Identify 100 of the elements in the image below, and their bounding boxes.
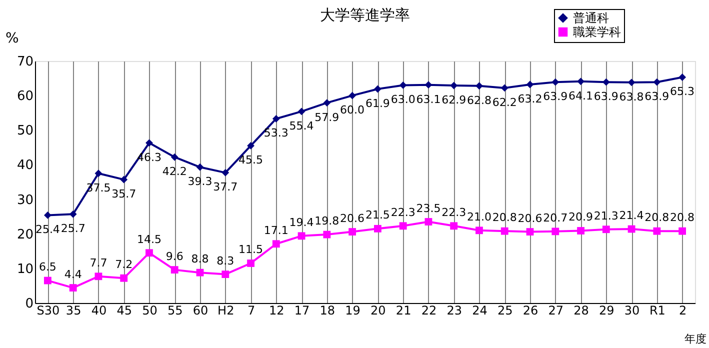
- point: [450, 82, 458, 90]
- data-label: 7.2: [115, 258, 133, 272]
- data-label: 62.9: [442, 94, 466, 107]
- data-label: 20.6: [340, 212, 365, 225]
- legend-label: 普通科: [573, 11, 609, 25]
- data-label: 55.4: [289, 119, 314, 132]
- y-axis-title: %: [6, 30, 19, 46]
- x-tick-label: 22: [421, 304, 437, 318]
- point: [374, 85, 382, 93]
- point: [247, 142, 254, 150]
- point: [247, 260, 254, 267]
- data-label: 20.8: [644, 211, 670, 224]
- data-label: 53.3: [264, 126, 288, 140]
- point: [69, 284, 77, 292]
- x-tick-label: 26: [522, 304, 538, 318]
- data-label: 63.1: [416, 92, 441, 106]
- point: [298, 108, 306, 116]
- point: [323, 230, 331, 238]
- point: [577, 78, 584, 86]
- data-label: 45.5: [238, 154, 264, 167]
- data-label: 14.5: [136, 232, 162, 246]
- point: [476, 82, 483, 90]
- data-label: 35.7: [112, 188, 136, 201]
- data-label: 8.3: [216, 254, 234, 268]
- point: [323, 99, 331, 107]
- point: [653, 227, 661, 235]
- point: [653, 78, 661, 86]
- point: [552, 228, 560, 236]
- y-tick-label: 60: [16, 89, 34, 104]
- data-label: 57.9: [314, 110, 340, 124]
- point: [602, 78, 610, 86]
- data-label: 23.5: [416, 202, 441, 215]
- data-label: 64.1: [568, 89, 594, 102]
- point: [628, 78, 636, 86]
- data-label: 63.8: [619, 90, 644, 104]
- point: [678, 74, 686, 81]
- data-label: 19.4: [289, 216, 314, 229]
- point: [298, 232, 306, 240]
- data-label: 7.7: [90, 256, 108, 270]
- x-tick-label: S30: [36, 304, 60, 318]
- x-tick-label: 55: [167, 304, 183, 318]
- point: [450, 222, 458, 230]
- x-tick-label: 20: [370, 304, 386, 318]
- point: [552, 78, 560, 86]
- x-tick-label: 7: [247, 304, 256, 318]
- point: [374, 224, 382, 232]
- x-tick-label: 24: [472, 304, 488, 318]
- data-label: 20.6: [518, 212, 542, 225]
- point: [424, 218, 432, 226]
- data-label: 9.6: [166, 250, 184, 263]
- data-label: 6.5: [38, 260, 56, 274]
- data-label: 63.9: [543, 90, 568, 104]
- data-label: 11.5: [238, 243, 264, 256]
- x-tick-label: 17: [294, 304, 310, 318]
- x-tick-label: 40: [91, 304, 107, 318]
- point: [146, 249, 153, 257]
- point: [120, 274, 128, 282]
- point: [196, 163, 204, 171]
- y-tick-label: 50: [16, 124, 34, 139]
- point: [500, 227, 508, 235]
- data-label: 63.2: [518, 92, 542, 106]
- x-tick-label: 45: [116, 304, 132, 318]
- point: [500, 84, 508, 92]
- x-axis-title: 年度: [684, 332, 706, 346]
- data-label: 25.4: [35, 223, 60, 236]
- data-label: 65.3: [670, 85, 695, 98]
- data-label: 17.1: [264, 224, 288, 237]
- data-label: 62.8: [466, 94, 492, 107]
- point: [94, 170, 102, 178]
- point: [146, 139, 153, 147]
- point: [120, 176, 128, 184]
- x-tick-label: 60: [192, 304, 208, 318]
- data-label: 20.8: [670, 211, 695, 224]
- data-label: 20.9: [568, 210, 594, 224]
- data-label: 21.0: [466, 210, 492, 224]
- x-tick-label: 18: [320, 304, 336, 318]
- point: [476, 226, 483, 234]
- point: [222, 168, 230, 176]
- point: [94, 272, 102, 280]
- point: [399, 222, 407, 230]
- x-tick-label: 21: [396, 304, 412, 318]
- point: [44, 211, 52, 219]
- point: [272, 115, 280, 122]
- x-tick-label: 30: [624, 304, 640, 318]
- legend-label: 職業学科: [573, 25, 621, 39]
- x-tick-label: 12: [269, 304, 284, 318]
- y-tick-label: 70: [16, 54, 34, 70]
- y-tick-label: 40: [16, 158, 34, 174]
- data-label: 60.0: [340, 104, 365, 117]
- data-label: 63.0: [390, 93, 416, 106]
- x-tick-label: 35: [66, 304, 82, 318]
- chart-title: 大学等進学率: [320, 6, 410, 24]
- data-label: 25.7: [60, 222, 86, 236]
- data-label: 62.2: [492, 96, 517, 109]
- x-tick-label: R1: [649, 304, 666, 318]
- data-label: 22.3: [390, 206, 416, 219]
- point: [272, 240, 280, 248]
- point: [44, 276, 52, 284]
- data-label: 20.7: [543, 211, 568, 224]
- point: [348, 92, 356, 100]
